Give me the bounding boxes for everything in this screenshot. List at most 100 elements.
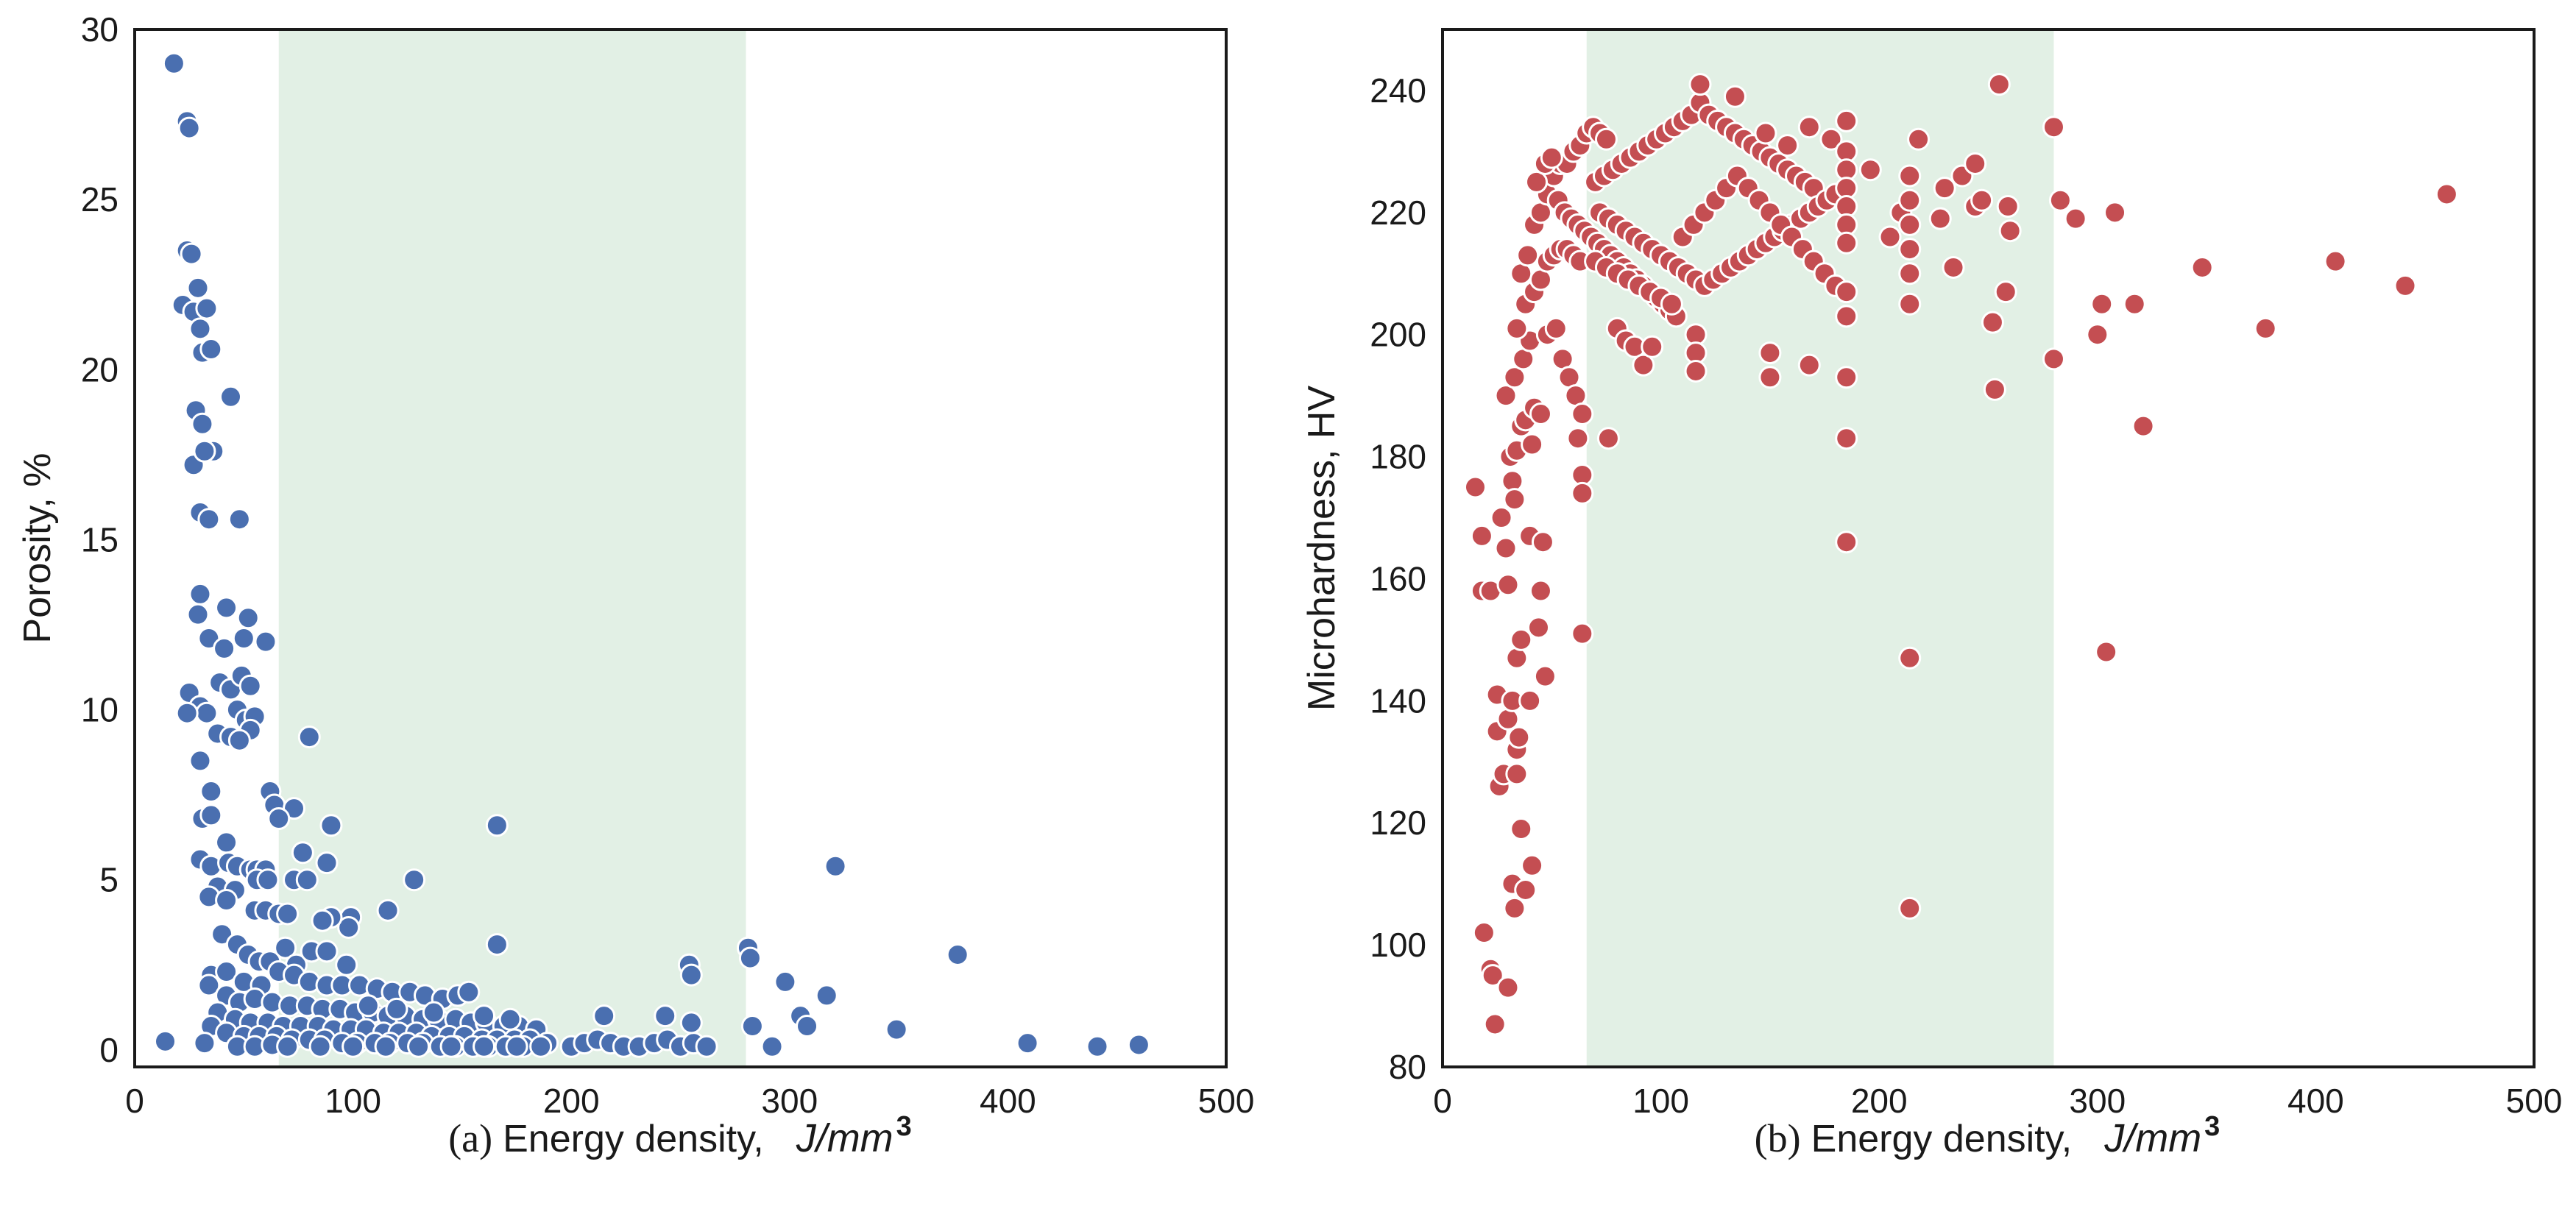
data-point — [1494, 384, 1518, 408]
data-point — [1898, 188, 1922, 212]
x-axis-unit-superscript: 3 — [2204, 1111, 2220, 1142]
x-tick-label: 500 — [2506, 1082, 2563, 1120]
data-point — [1496, 976, 1520, 999]
data-point — [319, 814, 343, 837]
data-point — [505, 1035, 528, 1058]
data-point — [422, 1001, 445, 1024]
data-point — [774, 970, 797, 993]
data-point — [376, 898, 400, 922]
data-point — [195, 297, 219, 320]
x-axis-unit: J/mm — [2103, 1116, 2201, 1160]
data-point — [236, 606, 260, 630]
data-point — [1544, 316, 1568, 340]
data-point — [1472, 921, 1496, 945]
x-axis-caption: (a) Energy density, J/mm 3 — [448, 1111, 912, 1160]
x-tick-label: 100 — [325, 1082, 381, 1120]
plot-frame — [133, 28, 1228, 1068]
data-point — [1086, 1035, 1109, 1058]
y-tick-label: 240 — [1370, 71, 1426, 110]
data-point — [1878, 225, 1902, 249]
data-point — [1835, 531, 1858, 554]
data-point — [1996, 195, 2020, 219]
data-point — [796, 1015, 819, 1038]
data-point — [1983, 377, 2006, 401]
data-point — [1518, 689, 1542, 712]
data-point — [407, 1035, 431, 1058]
data-point — [191, 412, 214, 436]
data-point — [1514, 878, 1538, 901]
data-point — [1898, 164, 1922, 188]
data-point — [315, 940, 339, 963]
data-point — [1835, 231, 1858, 255]
data-point — [1510, 628, 1533, 651]
data-point — [297, 726, 321, 749]
data-point — [1596, 427, 1620, 450]
x-tick-labels: 0 100 200 300 400 500 — [125, 1082, 1254, 1120]
data-point — [2090, 292, 2114, 316]
data-point — [342, 1035, 365, 1058]
data-point — [1505, 316, 1529, 340]
x-tick-label: 0 — [125, 1082, 144, 1120]
data-point — [1684, 359, 1708, 383]
data-point — [498, 1007, 522, 1031]
data-point — [276, 902, 300, 926]
y-tick-label: 160 — [1370, 559, 1426, 597]
data-point — [1503, 366, 1526, 389]
data-point — [1907, 127, 1931, 151]
x-tick-label: 0 — [1433, 1082, 1452, 1120]
data-point — [2131, 414, 2155, 438]
data-point — [738, 946, 762, 970]
y-tick-label: 220 — [1370, 194, 1426, 232]
data-point — [385, 997, 408, 1021]
data-point — [215, 831, 238, 854]
data-point — [193, 439, 216, 463]
data-point — [679, 963, 703, 987]
data-point — [1688, 73, 1712, 96]
data-point — [1507, 726, 1531, 749]
data-point — [193, 1032, 216, 1055]
data-point — [197, 973, 221, 997]
data-point — [1529, 402, 1552, 426]
data-point — [238, 674, 262, 698]
data-point — [592, 1004, 616, 1028]
y-tick-labels: 80 100 120 140 160 180 200 220 240 — [1370, 71, 1426, 1086]
data-point — [267, 807, 291, 831]
y-tick-labels: 0 5 10 15 20 25 30 — [81, 10, 118, 1069]
y-tick-label: 5 — [99, 861, 118, 899]
data-point — [1998, 219, 2022, 243]
data-point — [1510, 817, 1533, 841]
data-point — [1483, 1012, 1507, 1036]
data-point — [276, 1035, 300, 1058]
data-point — [1529, 579, 1552, 603]
data-point — [356, 994, 380, 1018]
data-point — [1758, 341, 1782, 365]
data-point — [308, 1035, 332, 1058]
data-point — [2048, 188, 2072, 212]
data-point — [1516, 244, 1540, 267]
data-point — [1490, 506, 1513, 530]
data-point — [815, 984, 838, 1007]
data-point — [1835, 280, 1858, 304]
data-point — [1981, 311, 2004, 334]
data-point — [1481, 964, 1504, 987]
data-point — [1964, 152, 1987, 175]
data-point — [2064, 207, 2087, 230]
data-point — [740, 1015, 764, 1038]
data-point — [1521, 433, 1544, 456]
data-point — [195, 701, 219, 725]
data-point — [177, 116, 201, 140]
data-point — [215, 888, 238, 912]
porosity-points — [154, 52, 1150, 1058]
data-point — [1754, 121, 1777, 145]
data-point — [1531, 531, 1554, 554]
data-point — [1797, 353, 1821, 377]
data-point — [1835, 305, 1858, 328]
x-tick-labels: 0 100 200 300 400 500 — [1433, 1082, 2562, 1120]
data-point — [186, 603, 210, 626]
data-point — [1127, 1033, 1150, 1057]
data-point — [946, 943, 969, 966]
data-point — [274, 936, 297, 960]
data-point — [154, 1029, 177, 1053]
data-point — [232, 627, 255, 650]
